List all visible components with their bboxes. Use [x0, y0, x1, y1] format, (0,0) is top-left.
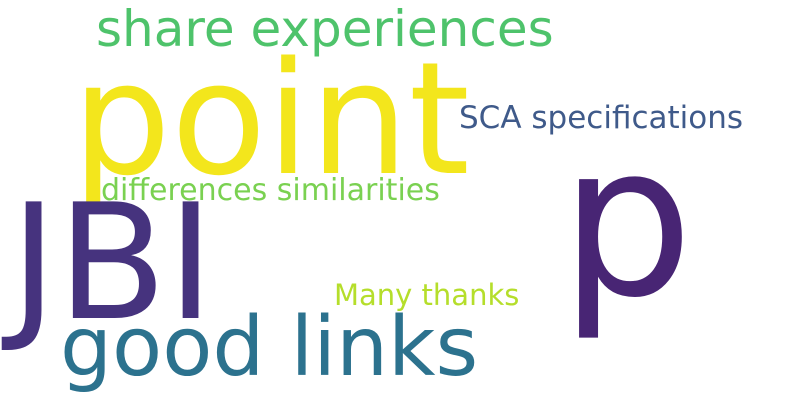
- word-many-thanks: Many thanks: [334, 278, 520, 312]
- word-point: point: [72, 28, 470, 210]
- word-jbi: JBI: [10, 169, 215, 356]
- word-share-experiences: share experiences: [96, 0, 554, 58]
- word-differences-similarities: differences similarities: [101, 173, 440, 208]
- word-sca-specifications: SCA specifications: [459, 100, 744, 136]
- word-p: p: [560, 99, 694, 344]
- word-good-links: good links: [60, 300, 479, 395]
